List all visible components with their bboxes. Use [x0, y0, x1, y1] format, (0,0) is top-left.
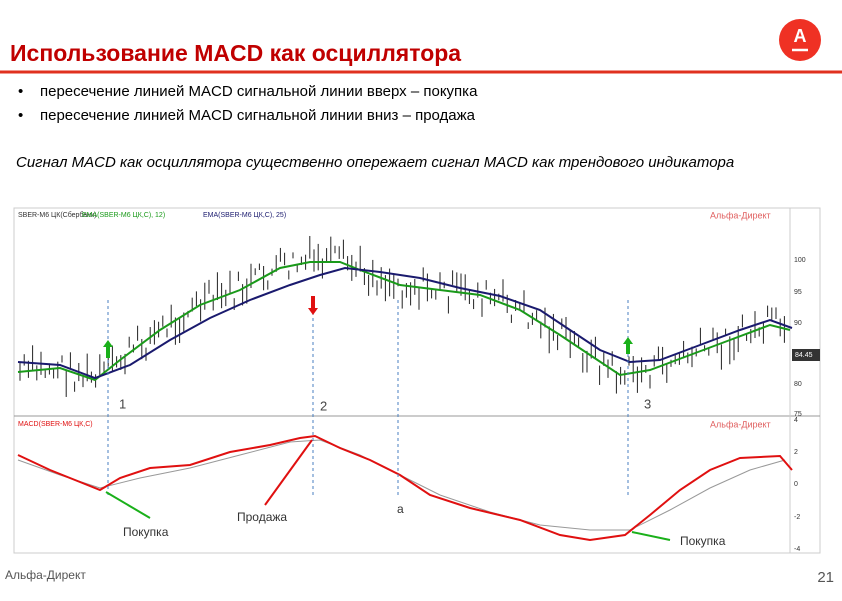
footer-brand: Альфа-Директ [5, 568, 86, 582]
price-tag: 84.45 [795, 352, 813, 359]
bullet-dot: • [18, 107, 23, 124]
legend-text: MACD(SBER-M6 ЦК,C) [18, 421, 93, 428]
axis-label: 4 [794, 417, 798, 424]
axis-label: 80 [794, 381, 802, 388]
annotation: Продажа [237, 510, 287, 524]
marker-label: 2 [320, 398, 327, 413]
page-number: 21 [817, 569, 834, 586]
annotation: Покупка [680, 534, 726, 548]
ema-12-line [17, 261, 791, 382]
chart-frame [13, 207, 821, 554]
axis-label: 75 [794, 411, 802, 418]
axis-label: 100 [794, 257, 806, 264]
watermark: Альфа-Директ [710, 419, 771, 429]
logo-letter: А [794, 26, 807, 46]
title: Использование MACD как осциллятора [10, 40, 461, 66]
bullet: пересечение линией MACD сигнальной линии… [40, 83, 478, 100]
price-tag-bg [792, 349, 820, 361]
annotation: а [397, 502, 404, 516]
axis-label: -4 [794, 546, 800, 553]
marker-label: 1 [119, 396, 126, 411]
buy-arrow [103, 340, 113, 358]
ema-25-line [17, 266, 793, 380]
axis-label: -2 [794, 514, 800, 521]
axis-label: 90 [794, 320, 802, 327]
watermark: Альфа-Директ [710, 210, 771, 220]
legend-text: SBER-M6 ЦК(Сбербанк) [18, 211, 96, 219]
axis-label: 2 [794, 449, 798, 456]
axis-label: 95 [794, 289, 802, 296]
macd-line [17, 434, 793, 542]
logo [779, 19, 821, 61]
pointer [631, 531, 671, 541]
bullet: пересечение линией MACD сигнальной линии… [40, 107, 476, 124]
legend-text: EMA(SBER-M6 ЦК,C), 12) [82, 212, 165, 219]
legend-text: EMA(SBER-M6 ЦК,C), 25) [203, 212, 286, 219]
paragraph: Сигнал MACD как осциллятора существенно … [16, 154, 735, 171]
annotation: Покупка [123, 525, 169, 539]
sell-arrow [308, 296, 318, 315]
axis-label: 0 [794, 481, 798, 488]
marker-label: 3 [644, 396, 651, 411]
pointer [105, 491, 151, 519]
bullet-dot: • [18, 83, 23, 100]
buy-arrow [623, 337, 633, 354]
paragraph-box: Сигнал MACD как осциллятора существенно … [16, 154, 735, 171]
pointer [264, 439, 313, 506]
